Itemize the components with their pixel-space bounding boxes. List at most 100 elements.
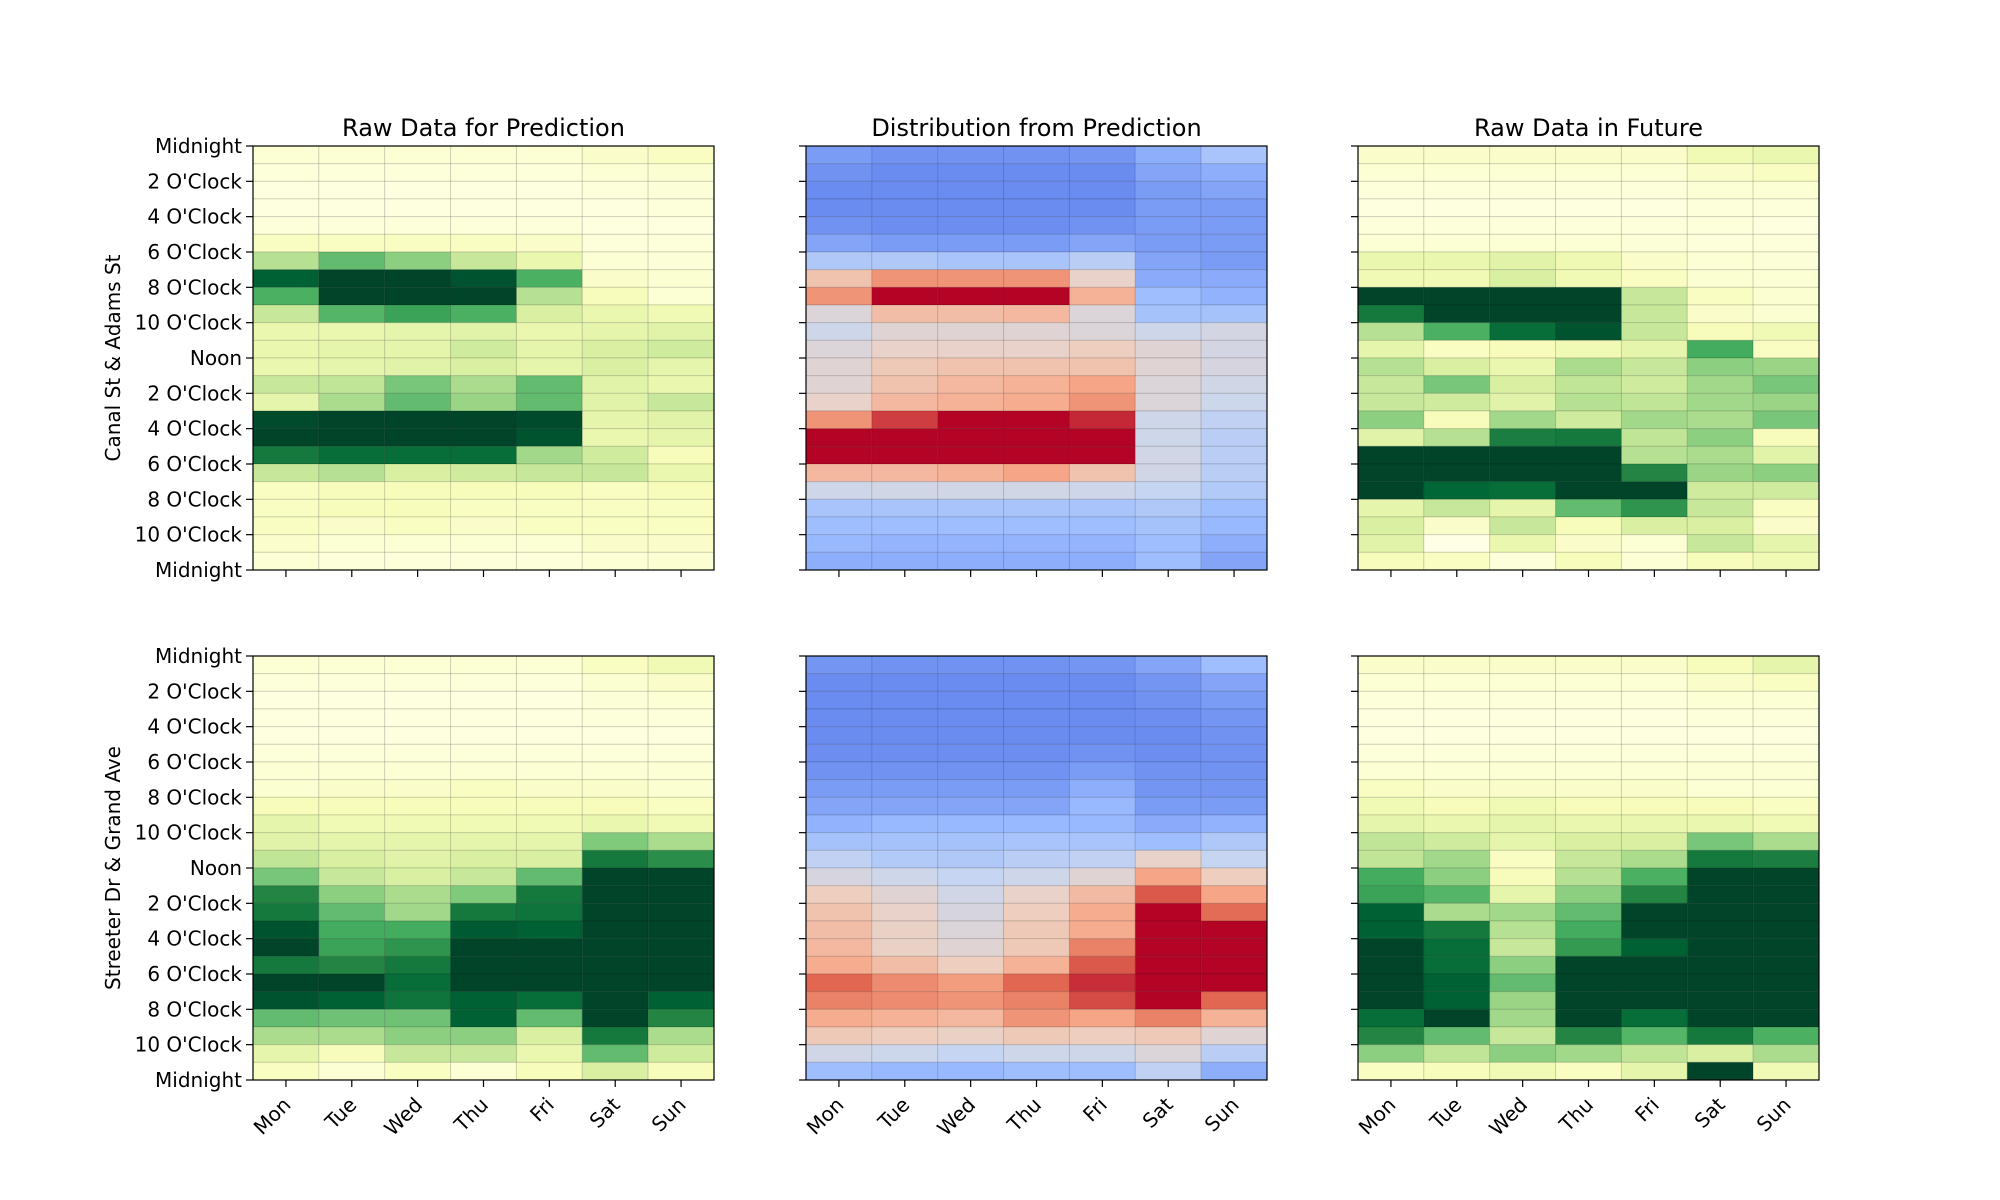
heatmap-cell <box>937 145 1005 165</box>
heatmap-cell <box>1200 796 1268 816</box>
heatmap-cell <box>871 251 939 271</box>
heatmap-cell <box>647 375 715 394</box>
heatmap-cell <box>1357 761 1425 781</box>
heatmap-cell <box>581 463 649 483</box>
heatmap-cell <box>937 357 1005 377</box>
heatmap-cell <box>384 885 452 904</box>
heatmap-cell <box>1752 269 1820 288</box>
heatmap-cell <box>450 251 517 271</box>
heatmap-cell <box>252 163 320 182</box>
heatmap-cell <box>1489 673 1557 692</box>
heatmap-cell <box>581 814 649 834</box>
heatmap-cell <box>1357 163 1425 182</box>
heatmap-cell <box>318 743 386 763</box>
heatmap-cell <box>647 251 715 271</box>
heatmap-cell <box>871 180 939 200</box>
heatmap-cell <box>1752 1026 1820 1046</box>
heatmap-cell <box>1068 392 1136 412</box>
heatmap-cell <box>1620 339 1688 359</box>
heatmap-cell <box>1003 902 1070 922</box>
heatmap-cell <box>515 163 583 182</box>
heatmap-cell <box>871 743 939 763</box>
heatmap-cell <box>384 655 452 675</box>
heatmap-cell <box>515 445 583 465</box>
heatmap-cell <box>1134 1008 1202 1028</box>
heatmap-cell <box>937 1008 1005 1028</box>
heatmap-cell <box>1555 814 1622 834</box>
heatmap-cell <box>1003 339 1070 359</box>
heatmap-cell <box>1200 938 1268 957</box>
heatmap-cell <box>1423 428 1491 447</box>
heatmap-cell <box>581 726 649 745</box>
heatmap-cell <box>515 322 583 341</box>
heatmap-cell <box>1357 286 1425 306</box>
heatmap-cell <box>1423 973 1491 993</box>
heatmap-cell <box>1555 673 1622 692</box>
heatmap-cell <box>1555 902 1622 922</box>
heatmap-cell <box>1686 796 1754 816</box>
heatmap-cell <box>1686 216 1754 235</box>
heatmap-cell <box>252 673 320 692</box>
heatmap-cell <box>937 445 1005 465</box>
heatmap-cell <box>1489 1044 1557 1063</box>
heatmap-cell <box>1200 885 1268 904</box>
heatmap-cell <box>647 445 715 465</box>
heatmap-cell <box>252 708 320 728</box>
heatmap-cell <box>1620 145 1688 165</box>
heatmap-cell <box>1200 269 1268 288</box>
heatmap-cell <box>1003 743 1070 763</box>
heatmap-cell <box>1200 761 1268 781</box>
heatmap-cell <box>1489 779 1557 798</box>
y-tick-label: 10 O'Clock <box>135 821 243 845</box>
heatmap-cell <box>1686 163 1754 182</box>
heatmap-cell <box>1003 655 1070 675</box>
heatmap-cell <box>937 481 1005 500</box>
heatmap-cell <box>871 286 939 306</box>
heatmap-cell <box>384 322 452 341</box>
heatmap-cell <box>1003 304 1070 324</box>
heatmap-cell <box>1068 286 1136 306</box>
heatmap-cell <box>1134 849 1202 869</box>
heatmap-cell <box>1555 216 1622 235</box>
heatmap-cell <box>805 269 873 288</box>
heatmap-cell <box>450 761 517 781</box>
heatmap-cell <box>1620 796 1688 816</box>
heatmap-cell <box>1620 216 1688 235</box>
heatmap-cell <box>1357 251 1425 271</box>
heatmap-cell <box>1489 463 1557 483</box>
heatmap-cell <box>871 428 939 447</box>
heatmap-cell <box>1489 145 1557 165</box>
heatmap-cell <box>647 902 715 922</box>
heatmap-cell <box>1555 357 1622 377</box>
heatmap-cell <box>384 973 452 993</box>
heatmap-cell <box>1423 463 1491 483</box>
heatmap-cell <box>1686 1061 1754 1081</box>
heatmap-cell <box>647 867 715 887</box>
heatmap-cell <box>318 849 386 869</box>
heatmap-cell <box>937 428 1005 447</box>
heatmap-cell <box>1620 1044 1688 1063</box>
heatmap-cell <box>871 357 939 377</box>
heatmap-cell <box>1423 339 1491 359</box>
y-tick-label: 2 O'Clock <box>147 891 242 915</box>
heatmap-cell <box>515 392 583 412</box>
heatmap-cell <box>937 708 1005 728</box>
heatmap-cell <box>1357 779 1425 798</box>
heatmap-cell <box>450 498 517 518</box>
heatmap-cell <box>1357 867 1425 887</box>
heatmap-cell <box>1489 216 1557 235</box>
heatmap-cell <box>805 814 873 834</box>
heatmap-cell <box>647 145 715 165</box>
heatmap-cell <box>805 938 873 957</box>
heatmap-cell <box>318 814 386 834</box>
heatmap-cell <box>1620 463 1688 483</box>
heatmap-cell <box>1489 428 1557 447</box>
heatmap-cell <box>1134 673 1202 692</box>
heatmap-cell <box>1555 198 1622 218</box>
heatmap-cell <box>1423 1008 1491 1028</box>
heatmap-cell <box>1003 534 1070 553</box>
heatmap-cell <box>1752 534 1820 553</box>
heatmap-cell <box>871 920 939 940</box>
heatmap-cell <box>1068 463 1136 483</box>
heatmap-cell <box>581 269 649 288</box>
